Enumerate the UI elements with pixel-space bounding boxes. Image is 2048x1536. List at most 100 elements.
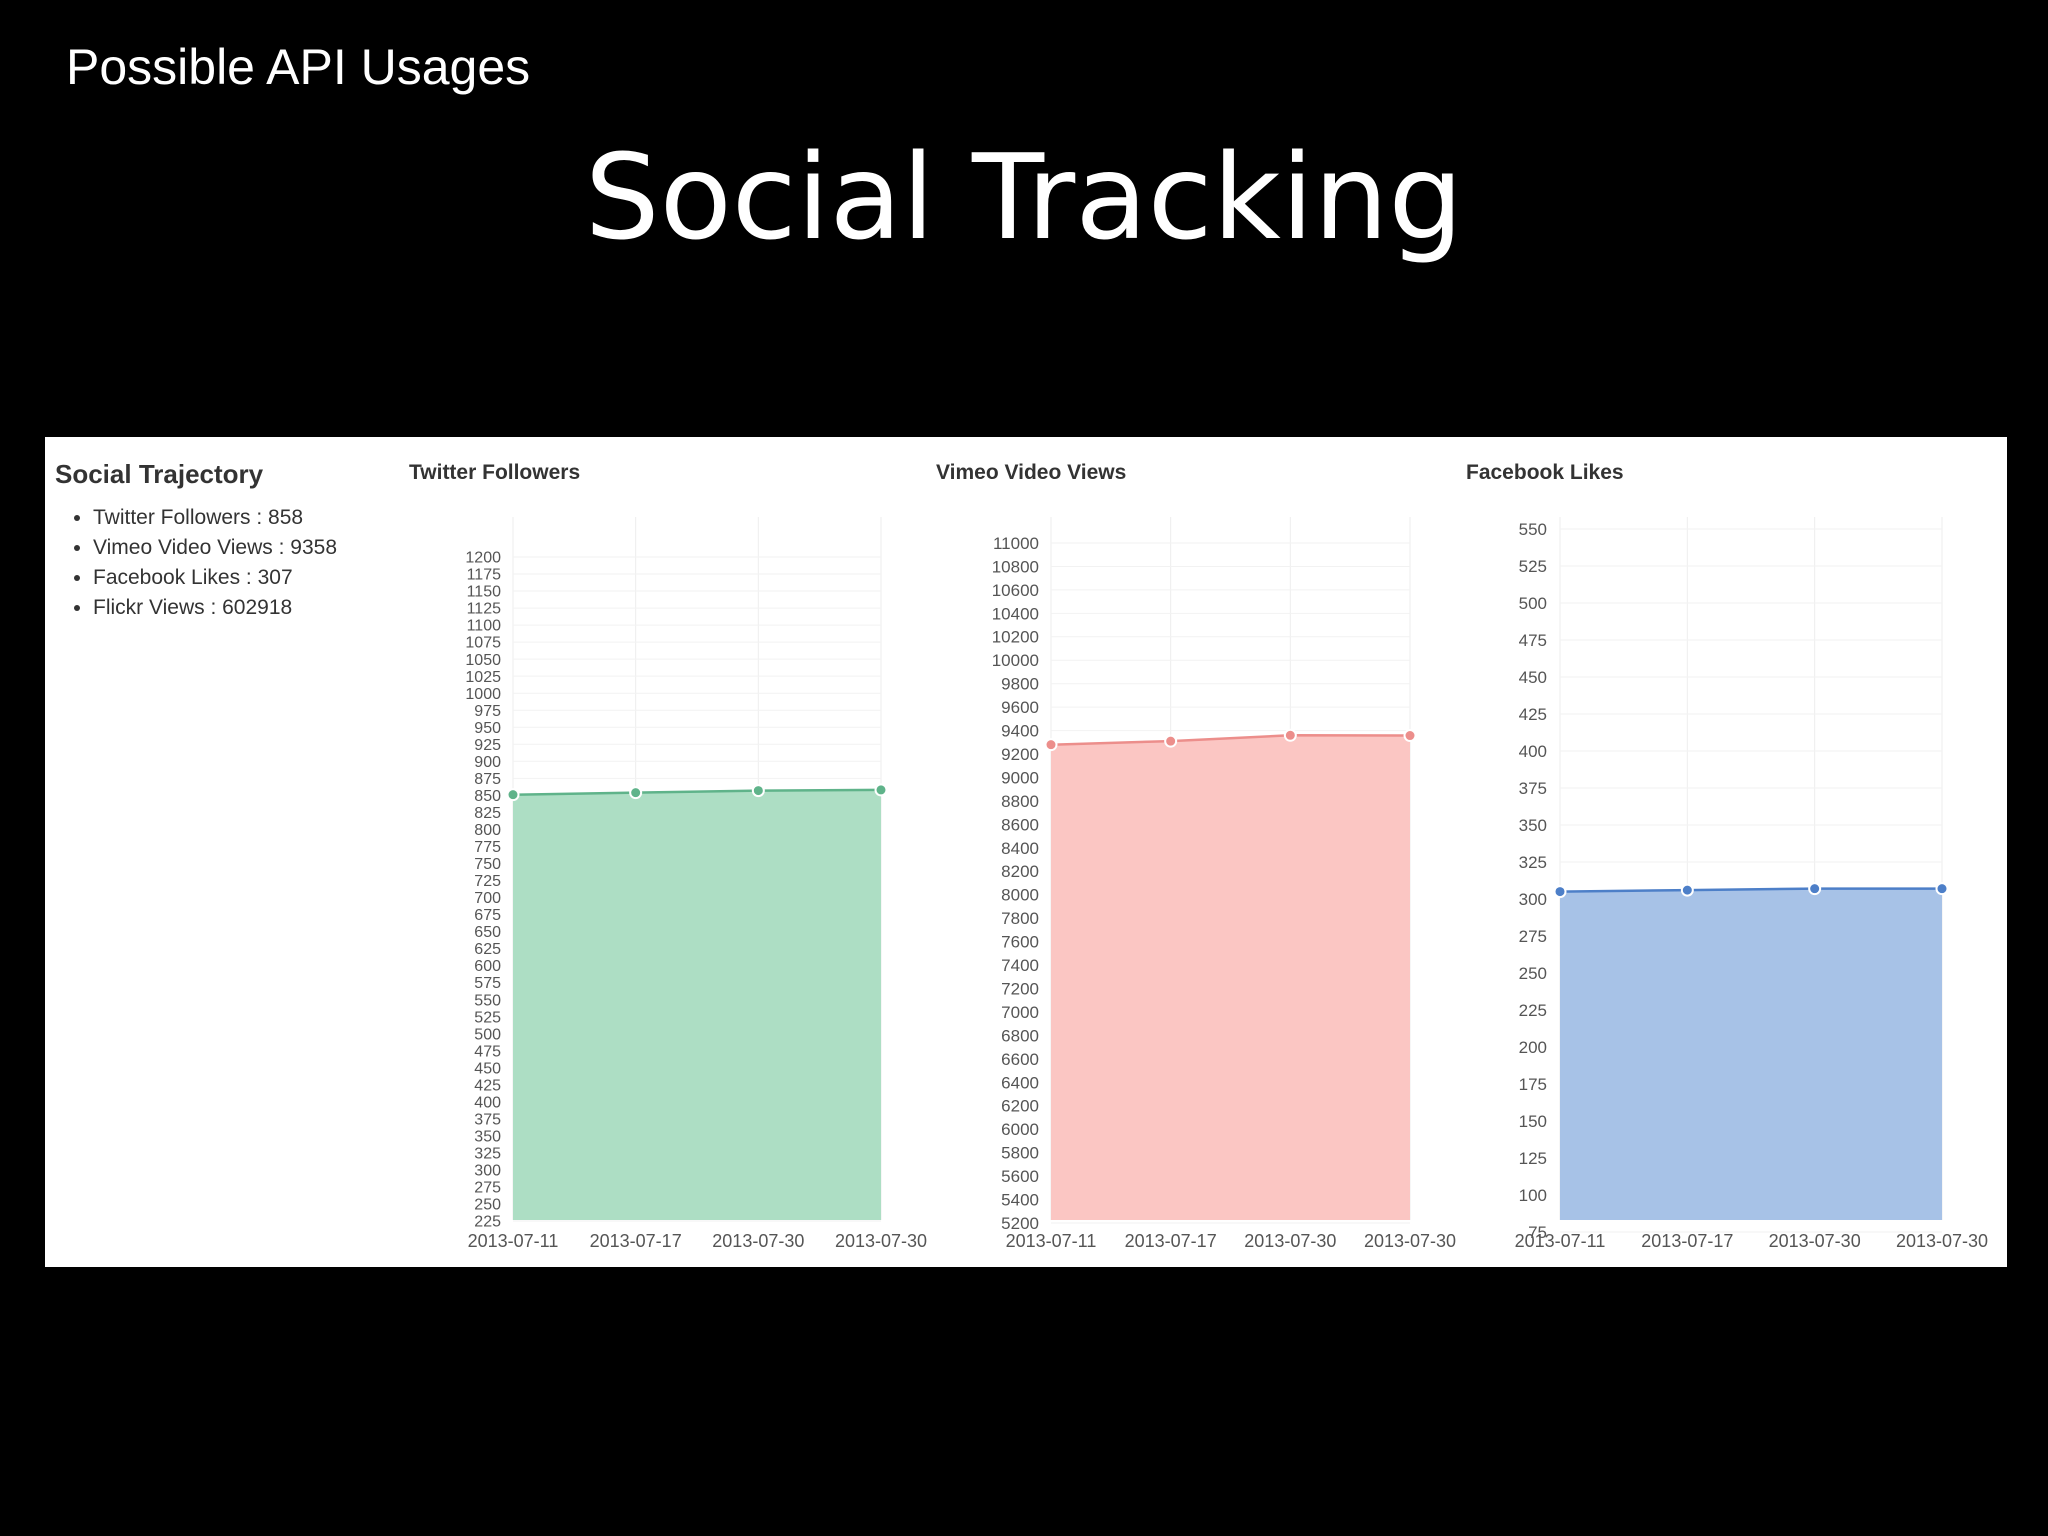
vimeo-ytick-label: 10800 [992, 557, 1039, 576]
facebook-ytick-label: 150 [1519, 1112, 1547, 1131]
vimeo-ytick-label: 7400 [1001, 956, 1039, 975]
twitter-data-point [506, 788, 520, 802]
vimeo-ytick-label: 8000 [1001, 886, 1039, 905]
facebook-ytick-label: 275 [1519, 927, 1547, 946]
vimeo-data-point [1403, 729, 1417, 743]
twitter-xtick-label: 2013-07-30 [712, 1231, 804, 1251]
vimeo-ytick-label: 9600 [1001, 698, 1039, 717]
twitter-ytick-label: 1025 [465, 669, 501, 686]
vimeo-ytick-label: 7800 [1001, 909, 1039, 928]
twitter-ytick-label: 825 [474, 805, 501, 822]
facebook-ytick-label: 325 [1519, 853, 1547, 872]
twitter-ytick-label: 475 [474, 1043, 501, 1060]
vimeo-ytick-label: 9200 [1001, 745, 1039, 764]
twitter-ytick-label: 975 [474, 703, 501, 720]
facebook-series-line [1559, 887, 1942, 893]
facebook-ytick-label: 400 [1519, 742, 1547, 761]
twitter-data-point [751, 784, 765, 798]
twitter-ytick-label: 950 [474, 720, 501, 737]
vimeo-ytick-label: 9800 [1001, 675, 1039, 694]
twitter-ytick-label: 675 [474, 907, 501, 924]
twitter-chart-title: Twitter Followers [409, 461, 581, 484]
twitter-xtick-label: 2013-07-17 [590, 1231, 682, 1251]
vimeo-data-point [1283, 728, 1297, 742]
twitter-ytick-label: 1200 [465, 550, 501, 567]
twitter-ytick-label: 1150 [467, 584, 502, 601]
vimeo-data-point [1044, 738, 1058, 752]
twitter-ytick-label: 925 [474, 737, 501, 754]
vimeo-ytick-label: 5200 [1001, 1214, 1039, 1233]
facebook-ytick-label: 425 [1519, 705, 1547, 724]
facebook-ytick-label: 550 [1519, 520, 1547, 539]
facebook-ytick-label: 225 [1519, 1001, 1547, 1020]
twitter-ytick-label: 575 [474, 975, 501, 992]
vimeo-ytick-label: 5400 [1001, 1191, 1039, 1210]
twitter-ytick-label: 875 [474, 771, 501, 788]
social-trajectory-title: Social Trajectory [55, 459, 264, 489]
twitter-xtick-label: 2013-07-11 [468, 1231, 559, 1251]
vimeo-ytick-label: 7600 [1001, 933, 1039, 952]
twitter-area [513, 789, 881, 1220]
twitter-ytick-label: 900 [474, 754, 501, 771]
twitter-ytick-label: 300 [474, 1163, 501, 1180]
twitter-ytick-label: 250 [474, 1197, 501, 1214]
facebook-data-point [1680, 883, 1694, 897]
vimeo-ytick-label: 6600 [1001, 1050, 1039, 1069]
twitter-ytick-label: 225 [474, 1214, 501, 1231]
twitter-ytick-label: 525 [474, 1009, 501, 1026]
twitter-ytick-label: 275 [474, 1180, 501, 1197]
vimeo-ytick-label: 6000 [1001, 1120, 1039, 1139]
facebook-xtick-label: 2013-07-17 [1641, 1231, 1733, 1251]
twitter-ytick-label: 650 [474, 924, 501, 941]
vimeo-ytick-label: 7000 [1001, 1003, 1039, 1022]
facebook-data-point [1553, 885, 1567, 899]
facebook-ytick-label: 375 [1519, 779, 1547, 798]
twitter-ytick-label: 1050 [465, 652, 501, 669]
facebook-area [1560, 888, 1942, 1220]
facebook-ytick-label: 200 [1519, 1038, 1547, 1057]
vimeo-ytick-label: 7200 [1001, 979, 1039, 998]
twitter-ytick-label: 1175 [467, 567, 502, 584]
vimeo-ytick-label: 10600 [992, 581, 1039, 600]
facebook-ytick-label: 300 [1519, 890, 1547, 909]
social-trajectory-list: Twitter Followers : 858 Vimeo Video View… [45, 503, 337, 623]
vimeo-xtick-label: 2013-07-17 [1125, 1231, 1217, 1251]
facebook-ytick-label: 350 [1519, 816, 1547, 835]
trajectory-item-facebook: Facebook Likes : 307 [93, 563, 337, 593]
vimeo-ytick-label: 10000 [992, 651, 1039, 670]
vimeo-ytick-label: 6200 [1001, 1097, 1039, 1116]
vimeo-ytick-label: 8200 [1001, 862, 1039, 881]
facebook-data-point [1935, 882, 1949, 896]
facebook-xtick-label: 2013-07-30 [1896, 1231, 1988, 1251]
vimeo-ytick-label: 9400 [1001, 722, 1039, 741]
twitter-ytick-label: 1075 [465, 635, 501, 652]
slide-title: Social Tracking [584, 128, 1464, 266]
twitter-ytick-label: 1100 [467, 618, 502, 635]
trajectory-item-vimeo: Vimeo Video Views : 9358 [93, 533, 337, 563]
vimeo-ytick-label: 8600 [1001, 815, 1039, 834]
vimeo-chart-title: Vimeo Video Views [936, 461, 1127, 484]
facebook-data-point [1808, 882, 1822, 896]
vimeo-ytick-label: 6800 [1001, 1026, 1039, 1045]
vimeo-xtick-label: 2013-07-30 [1244, 1231, 1336, 1251]
vimeo-ytick-label: 6400 [1001, 1073, 1039, 1092]
twitter-ytick-label: 500 [474, 1026, 501, 1043]
twitter-ytick-label: 375 [474, 1111, 501, 1128]
facebook-ytick-label: 100 [1519, 1186, 1547, 1205]
facebook-ytick-label: 475 [1519, 631, 1547, 650]
twitter-ytick-label: 725 [474, 873, 501, 890]
twitter-ytick-label: 350 [474, 1128, 501, 1145]
twitter-data-point [874, 783, 888, 797]
facebook-ytick-label: 175 [1519, 1075, 1547, 1094]
vimeo-ytick-label: 8400 [1001, 839, 1039, 858]
facebook-ytick-label: 525 [1519, 557, 1547, 576]
trajectory-item-flickr: Flickr Views : 602918 [93, 593, 337, 623]
vimeo-ytick-label: 11000 [993, 534, 1039, 553]
twitter-ytick-label: 1125 [467, 601, 502, 618]
facebook-ytick-label: 250 [1519, 964, 1547, 983]
twitter-ytick-label: 800 [474, 822, 501, 839]
vimeo-ytick-label: 10200 [992, 628, 1039, 647]
vimeo-ytick-label: 10400 [992, 604, 1039, 623]
twitter-ytick-label: 1000 [465, 686, 501, 703]
vimeo-xtick-label: 2013-07-11 [1006, 1231, 1097, 1251]
